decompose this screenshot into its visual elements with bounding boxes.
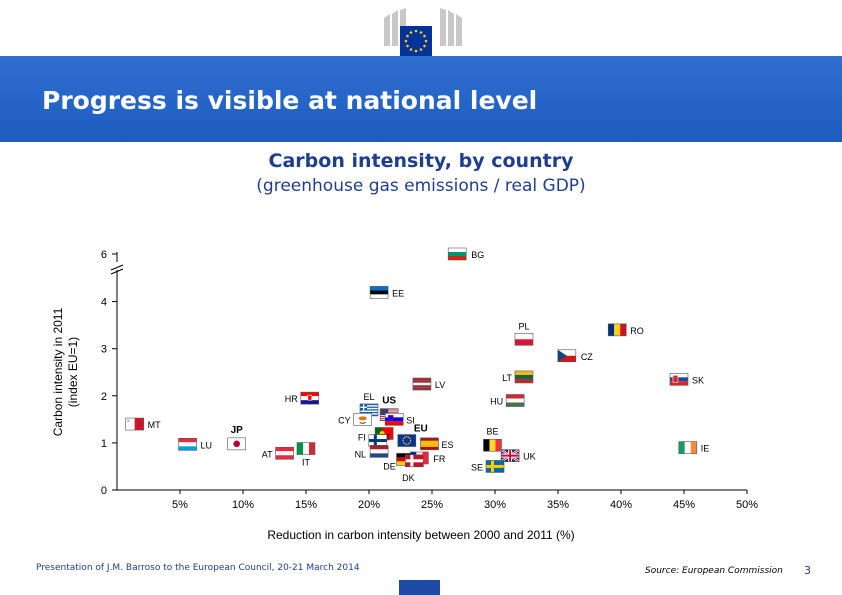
point-eu: EU xyxy=(397,424,428,447)
point-el: EL xyxy=(359,392,379,417)
point-ie: IE xyxy=(678,441,710,454)
x-tick-label: 35% xyxy=(547,499,569,511)
page-number: 3 xyxy=(804,564,811,577)
point-label: DE xyxy=(383,461,396,471)
point-label: NL xyxy=(355,449,367,459)
y-tick-label: 1 xyxy=(101,438,107,450)
point-pl: PL xyxy=(514,321,534,346)
x-tick-label: 20% xyxy=(358,499,380,511)
point-ro: RO xyxy=(607,323,644,337)
y-tick-label: 6 xyxy=(101,249,107,261)
footer-source: Source: European Commission xyxy=(645,566,783,576)
point-label: ES xyxy=(441,440,453,450)
point-uk: UK xyxy=(500,448,536,463)
chart-subtitle: (greenhouse gas emissions / real GDP) xyxy=(256,176,586,196)
point-label: EL xyxy=(363,392,374,402)
x-tick-label: 50% xyxy=(736,499,758,511)
point-lu: LU xyxy=(178,438,213,451)
x-tick-label: 40% xyxy=(610,499,632,511)
point-label: LU xyxy=(201,440,213,450)
point-cz: CZ xyxy=(557,349,593,363)
point-sk: SK xyxy=(669,373,704,386)
footer-eu-bar xyxy=(399,580,440,595)
point-label: LV xyxy=(435,380,445,390)
point-label: IT xyxy=(302,458,311,468)
point-label: UK xyxy=(523,452,536,462)
y-axis-break xyxy=(109,262,125,275)
point-nl: NL xyxy=(355,445,389,459)
point-be: BE xyxy=(483,426,502,452)
point-label: HR xyxy=(285,394,298,404)
point-lt: LT xyxy=(502,370,534,384)
point-label: SI xyxy=(406,415,415,425)
point-hu: HU xyxy=(490,394,525,407)
point-hr: HR xyxy=(285,391,320,405)
point-label: CZ xyxy=(581,352,593,362)
point-label: JP xyxy=(231,425,244,436)
point-lv: LV xyxy=(412,377,445,391)
x-tick-label: 5% xyxy=(172,499,188,511)
x-tick-label: 25% xyxy=(421,499,443,511)
point-si: SI xyxy=(384,413,415,426)
point-dk: DK xyxy=(402,454,424,483)
chart-title: Carbon intensity, by country xyxy=(268,150,574,172)
point-fi: FI xyxy=(358,433,388,447)
point-label: HU xyxy=(490,397,503,407)
title-banner xyxy=(0,56,842,142)
point-se: SE xyxy=(471,460,505,473)
point-es: ES xyxy=(420,437,453,451)
footer-presentation-text: Presentation of J.M. Barroso to the Euro… xyxy=(36,563,360,573)
point-label: AT xyxy=(262,449,273,459)
x-tick-label: 15% xyxy=(295,499,317,511)
slide-title: Progress is visible at national level xyxy=(42,86,538,115)
point-label: CY xyxy=(338,415,351,425)
x-tick-label: 30% xyxy=(484,499,506,511)
point-label: EE xyxy=(392,288,404,298)
point-cy: CY xyxy=(338,413,373,426)
y-tick-label: 4 xyxy=(101,297,107,309)
point-label: US xyxy=(382,396,396,407)
x-tick-label: 10% xyxy=(232,499,254,511)
x-tick-label: 45% xyxy=(673,499,695,511)
point-label: FI xyxy=(358,433,366,443)
y-axis-label: Carbon intensity in 2011(index EU=1) xyxy=(51,307,80,436)
point-label: BG xyxy=(471,250,484,260)
point-label: DK xyxy=(402,473,415,483)
point-label: FR xyxy=(433,454,445,464)
point-mt: MT xyxy=(125,417,161,431)
point-label: RO xyxy=(630,326,644,336)
point-label: PL xyxy=(518,321,529,331)
point-ee: EE xyxy=(369,286,404,299)
y-tick-label: 3 xyxy=(101,344,107,356)
point-bg: BG xyxy=(447,247,484,261)
point-jp: JP xyxy=(227,425,246,451)
point-label: MT xyxy=(148,420,161,430)
point-it: IT xyxy=(296,442,316,468)
point-label: SK xyxy=(692,375,704,385)
y-tick-label: 0 xyxy=(101,485,107,497)
point-label: EU xyxy=(414,424,428,435)
y-tick-label: 2 xyxy=(101,391,107,403)
point-at: AT xyxy=(262,446,294,460)
x-axis-label: Reduction in carbon intensity between 20… xyxy=(267,528,574,542)
point-label: SE xyxy=(471,462,483,472)
point-label: BE xyxy=(486,426,498,436)
point-label: IE xyxy=(701,444,710,454)
point-label: LT xyxy=(502,373,512,383)
